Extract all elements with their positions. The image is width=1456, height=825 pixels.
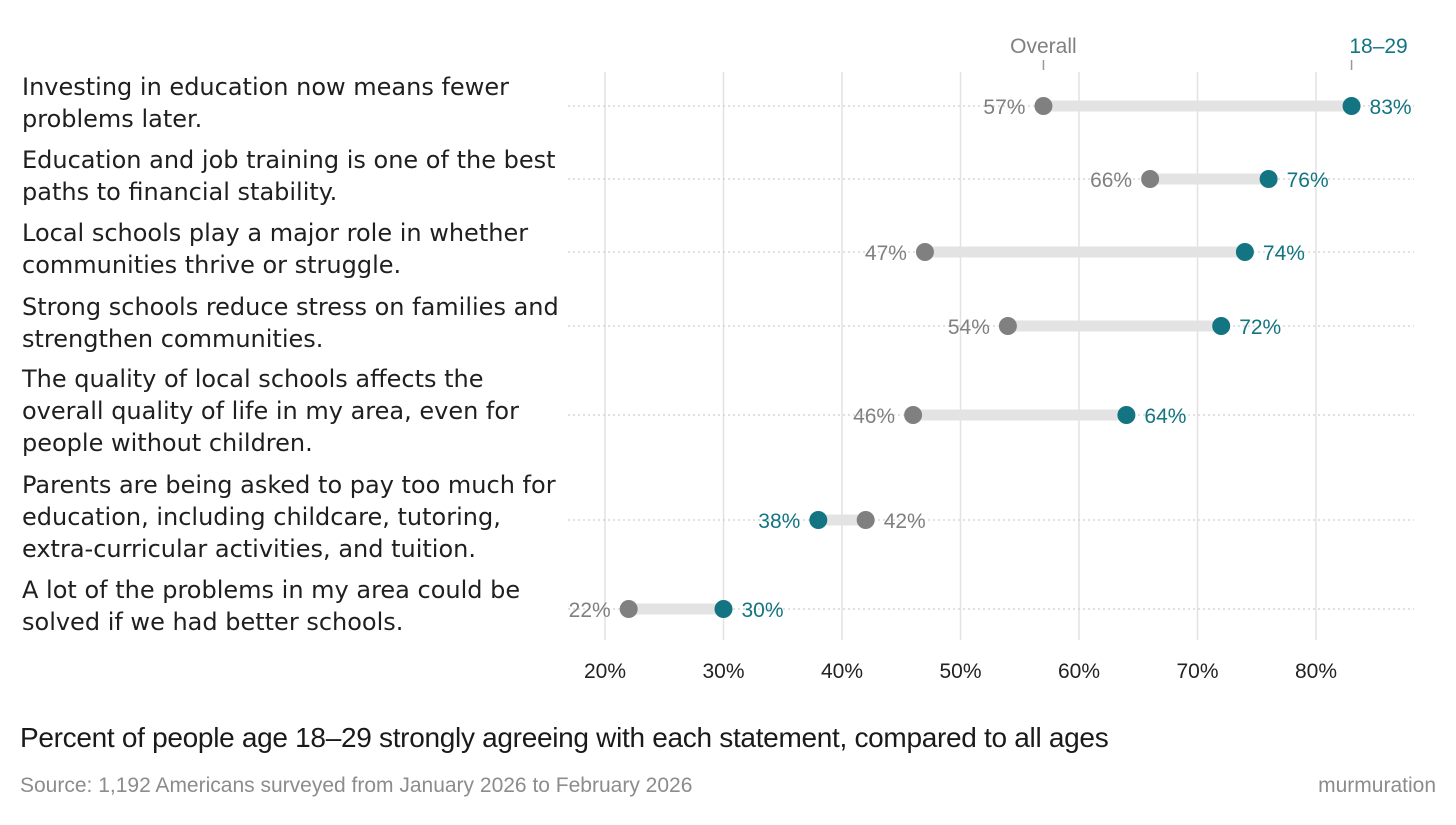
chart-title: Percent of people age 18–29 strongly agr… xyxy=(20,722,1109,753)
statement-label: Strong schools reduce stress on families… xyxy=(22,293,559,353)
statement-line: Investing in education now means fewer xyxy=(22,73,509,101)
statement-line: overall quality of life in my area, even… xyxy=(22,397,519,425)
statement-line: communities thrive or struggle. xyxy=(22,251,401,279)
gridlines xyxy=(604,72,1317,640)
dot-18-29 xyxy=(1117,406,1136,424)
statement-label: Education and job training is one of the… xyxy=(22,146,556,206)
chart-source: Source: 1,192 Americans surveyed from Ja… xyxy=(20,774,693,797)
row-5: The quality of local schools affects the… xyxy=(21,365,1414,457)
value-label-18-29: 74% xyxy=(1263,242,1305,265)
dumbbell-chart: Investing in education now means fewer pr… xyxy=(21,35,1414,683)
statement-line: Strong schools reduce stress on families… xyxy=(22,293,559,321)
value-label-overall: 57% xyxy=(983,96,1025,119)
row-2: Education and job training is one of the… xyxy=(22,146,1414,206)
statement-line: Local schools play a major role in wheth… xyxy=(22,219,528,247)
x-tick-label-20: 20% xyxy=(584,660,626,683)
value-label-overall: 46% xyxy=(853,405,895,428)
statement-line: strengthen communities. xyxy=(22,325,323,353)
dot-overall xyxy=(998,317,1017,335)
statement-line: The quality of local schools affects the xyxy=(21,365,484,393)
dot-18-29 xyxy=(809,511,828,529)
value-label-18-29: 83% xyxy=(1370,96,1412,119)
row-3: Local schools play a major role in wheth… xyxy=(22,219,1414,279)
value-label-18-29: 30% xyxy=(742,599,784,622)
dot-overall xyxy=(1141,170,1160,188)
dot-overall xyxy=(915,243,934,261)
statement-label: Local schools play a major role in wheth… xyxy=(22,219,528,279)
dot-18-29 xyxy=(1342,97,1361,115)
row-7: A lot of the problems in my area could b… xyxy=(22,576,1414,636)
dot-18-29 xyxy=(714,600,733,618)
statement-label: A lot of the problems in my area could b… xyxy=(22,576,520,636)
row-6: Parents are being asked to pay too much … xyxy=(22,471,1414,563)
statement-label: The quality of local schools affects the… xyxy=(21,365,519,457)
statement-line: solved if we had better schools. xyxy=(22,608,403,636)
x-tick-label-70: 70% xyxy=(1176,660,1218,683)
x-tick-label-80: 80% xyxy=(1295,660,1337,683)
dot-overall xyxy=(904,406,923,424)
statement-line: Education and job training is one of the… xyxy=(22,146,556,174)
statement-line: Parents are being asked to pay too much … xyxy=(22,471,556,499)
legend-overall-label: Overall xyxy=(1010,35,1077,58)
statement-line: problems later. xyxy=(22,105,202,133)
x-tick-label-30: 30% xyxy=(702,660,744,683)
x-axis: 20% 30% 40% 50% 60% 70% 80% xyxy=(584,660,1337,683)
statement-line: people without children. xyxy=(22,429,313,457)
statement-label: Investing in education now means fewer pr… xyxy=(22,73,509,133)
value-label-18-29: 76% xyxy=(1287,169,1329,192)
value-label-18-29: 64% xyxy=(1144,405,1186,428)
brand-wordmark: murmuration xyxy=(1318,774,1436,797)
x-tick-label-60: 60% xyxy=(1058,660,1100,683)
dot-18-29 xyxy=(1212,317,1231,335)
dot-overall xyxy=(619,600,638,618)
value-label-18-29: 38% xyxy=(758,510,800,533)
value-label-overall: 66% xyxy=(1090,169,1132,192)
value-label-18-29: 72% xyxy=(1239,316,1281,339)
x-tick-label-50: 50% xyxy=(939,660,981,683)
statement-line: paths to financial stability. xyxy=(22,178,337,206)
dot-18-29 xyxy=(1235,243,1254,261)
value-label-overall: 47% xyxy=(865,242,907,265)
dot-overall xyxy=(1034,97,1053,115)
legend-18-29-label: 18–29 xyxy=(1349,35,1407,58)
row-1: Investing in education now means fewer pr… xyxy=(22,73,1414,133)
statement-label: Parents are being asked to pay too much … xyxy=(22,471,556,563)
statement-line: education, including childcare, tutoring… xyxy=(22,503,501,531)
dot-18-29 xyxy=(1259,170,1278,188)
dot-overall xyxy=(856,511,875,529)
legend: Overall 18–29 xyxy=(1010,35,1408,70)
value-label-overall: 42% xyxy=(884,510,926,533)
value-label-overall: 54% xyxy=(948,316,990,339)
value-label-overall: 22% xyxy=(569,599,611,622)
row-4: Strong schools reduce stress on families… xyxy=(22,293,1414,353)
x-tick-label-40: 40% xyxy=(821,660,863,683)
chart-rows: Investing in education now means fewer pr… xyxy=(21,73,1414,636)
statement-line: A lot of the problems in my area could b… xyxy=(22,576,520,604)
statement-line: extra-curricular activities, and tuition… xyxy=(22,535,476,563)
